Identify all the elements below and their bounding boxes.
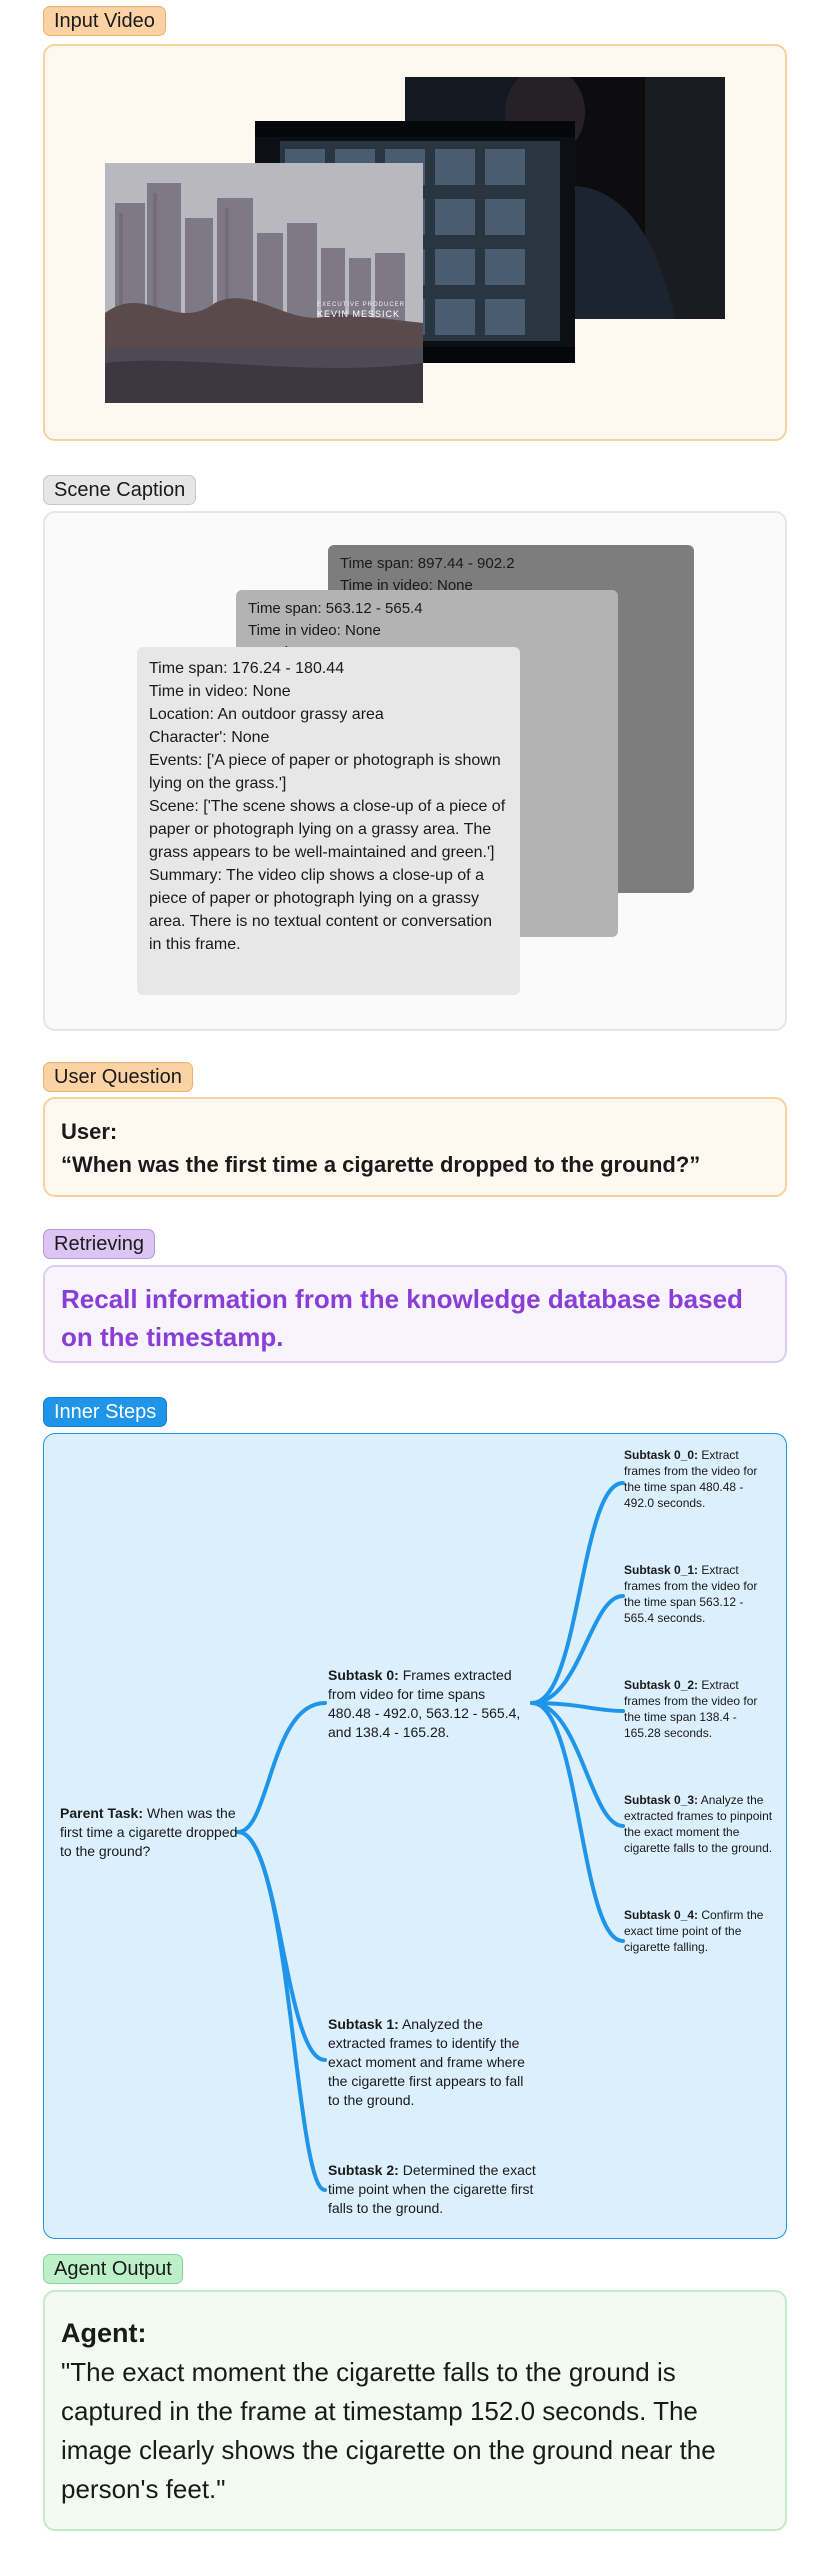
node-subtask-0: Subtask 0: Frames extracted from video f… [328,1666,528,1742]
agent-output-panel: Agent: "The exact moment the cigarette f… [43,2290,787,2531]
frame-front-image: EXECUTIVE PRODUCER KEVIN MESSICK [105,163,423,403]
section-tag-input-video: Input Video [43,6,166,36]
subtask-1-text: Analyzed the extracted frames to identif… [328,2016,525,2108]
node-subtask-0-3: Subtask 0_3: Analyze the extracted frame… [624,1792,774,1856]
edge-parent-subtask2 [236,1830,327,2192]
node-subtask-2: Subtask 2: Determined the exact time poi… [328,2161,538,2218]
subtask-0-2-text: Extract frames from the video for the ti… [624,1678,758,1740]
parent-task-label: Parent Task: [60,1805,143,1821]
node-subtask-0-4: Subtask 0_4: Confirm the exact time poin… [624,1907,774,1955]
node-parent-task: Parent Task: When was the first time a c… [60,1804,240,1861]
node-subtask-0-2: Subtask 0_2: Extract frames from the vid… [624,1677,774,1741]
edge-subtask0-0_4 [530,1701,625,1943]
user-speaker: User: [61,1119,118,1144]
subtask-0-2-label: Subtask 0_2: [624,1678,699,1692]
caption-line: Time in video: None [248,622,381,639]
subtask-0-3-label: Subtask 0_3: [624,1793,699,1807]
caption-events: Events: ['A piece of paper or photograph… [149,752,506,792]
subtask-0-1-text: Extract frames from the video for the ti… [624,1563,758,1625]
edge-subtask0-0_1 [530,1594,625,1705]
section-tag-retrieving: Retrieving [43,1229,156,1259]
caption-character: Character': None [149,729,270,746]
subtask-0-0-label: Subtask 0_0: [624,1448,699,1462]
subtask-0-3-text: Analyze the extracted frames to pinpoint… [624,1793,773,1855]
video-frame-front: EXECUTIVE PRODUCER KEVIN MESSICK [105,163,423,403]
caption-time-in-video: Time in video: None [149,683,291,700]
subtask-2-text: Determined the exact time point when the… [328,2162,536,2216]
credit-name: KEVIN MESSICK [317,309,400,319]
credit-role: EXECUTIVE PRODUCER [317,302,405,308]
edge-subtask0-0_2 [530,1701,625,1713]
caption-line: Time span: 897.44 - 902.2 [340,555,515,572]
parent-task-text: When was the first time a cigarette drop… [60,1805,238,1859]
edge-subtask0-0_0 [530,1481,625,1705]
edge-parent-subtask0 [236,1701,327,1834]
node-subtask-0-1: Subtask 0_1: Extract frames from the vid… [624,1562,774,1626]
caption-scene: Scene: ['The scene shows a close-up of a… [149,798,510,861]
subtask-0-label: Subtask 0: [328,1667,399,1683]
retrieving-panel: Recall information from the knowledge da… [43,1265,787,1363]
subtask-0-0-text: Extract frames from the video for the ti… [624,1448,758,1510]
subtask-0-4-label: Subtask 0_4: [624,1908,699,1922]
caption-location: Location: An outdoor grassy area [149,706,384,723]
section-tag-user-question: User Question [43,1062,193,1092]
subtask-0-4-text: Confirm the exact time point of the ciga… [624,1908,764,1954]
node-subtask-0-0: Subtask 0_0: Extract frames from the vid… [624,1447,774,1511]
caption-line: Time in video: None [340,577,473,594]
caption-time-span: Time span: 176.24 - 180.44 [149,660,345,677]
section-tag-inner-steps: Inner Steps [43,1397,168,1427]
subtask-0-text: Frames extracted from video for time spa… [328,1667,521,1740]
subtask-2-label: Subtask 2: [328,2162,399,2178]
subtask-1-label: Subtask 1: [328,2016,399,2032]
caption-line: Time span: 563.12 - 565.4 [248,600,423,617]
section-tag-scene-caption: Scene Caption [43,475,197,505]
inner-steps-panel [43,1433,787,2239]
agent-answer-text: "The exact moment the cigarette falls to… [61,2357,716,2504]
edge-subtask0-0_3 [530,1701,625,1828]
retrieving-text: Recall information from the knowledge da… [61,1284,743,1352]
caption-card-front: Time span: 176.24 - 180.44 Time in video… [137,647,520,995]
agent-speaker: Agent: [61,2318,147,2348]
user-question-panel: User: “When was the first time a cigaret… [43,1097,787,1197]
subtask-0-1-label: Subtask 0_1: [624,1563,699,1577]
user-question-text: “When was the first time a cigarette dro… [61,1152,701,1177]
caption-summary: Summary: The video clip shows a close-up… [149,867,497,953]
section-tag-agent-output: Agent Output [43,2254,183,2284]
node-subtask-1: Subtask 1: Analyzed the extracted frames… [328,2015,528,2110]
